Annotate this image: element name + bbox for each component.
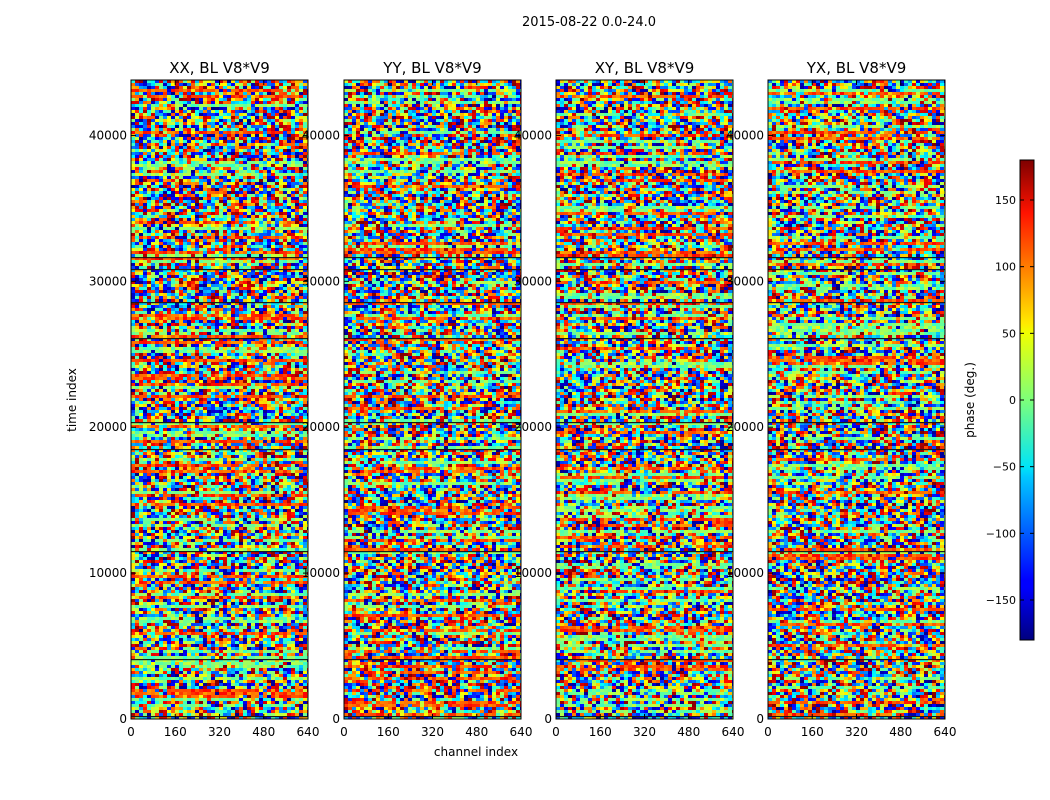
x-tick-label: 0 <box>552 725 560 739</box>
colorbar-label: phase (deg.) <box>963 362 977 438</box>
y-tick-label: 30000 <box>514 274 552 288</box>
y-tick-label: 40000 <box>302 128 340 142</box>
panel-title: XX, BL V8*V9 <box>169 59 270 77</box>
x-tick-label: 640 <box>934 725 957 739</box>
y-tick-label: 10000 <box>302 566 340 580</box>
x-tick-label: 0 <box>764 725 772 739</box>
x-tick-label: 320 <box>845 725 868 739</box>
colorbar-tick-label: 0 <box>1009 394 1016 407</box>
figure-suptitle: 2015-08-22 0.0-24.0 <box>522 15 656 30</box>
y-axis-label: time index <box>65 368 79 432</box>
x-tick-label: 160 <box>589 725 612 739</box>
panel-1: XX, BL V8*V9 0 160 320 480 640 0 10000 20000 3000… <box>89 59 320 739</box>
y-tick-label: 0 <box>756 712 764 726</box>
x-tick-label: 640 <box>297 725 320 739</box>
x-tick-label: 160 <box>801 725 824 739</box>
x-tick-label: 160 <box>164 725 187 739</box>
colorbar-tick-label: 100 <box>995 261 1016 274</box>
colorbar: −150 −100 −50 0 50 100 150 phase (deg.) <box>963 159 1035 641</box>
x-tick-label: 480 <box>465 725 488 739</box>
y-tick-label: 20000 <box>89 420 127 434</box>
panel-title: YY, BL V8*V9 <box>382 59 481 77</box>
phase-image-4 <box>768 80 945 719</box>
phase-image-1 <box>131 80 308 719</box>
colorbar-ticks: −150 −100 −50 0 50 100 150 <box>986 194 1034 607</box>
y-tick-label: 0 <box>332 712 340 726</box>
y-tick-label: 20000 <box>514 420 552 434</box>
colorbar-tick-label: −50 <box>993 461 1016 474</box>
x-tick-label: 480 <box>889 725 912 739</box>
x-tick-label: 640 <box>722 725 745 739</box>
x-tick-label: 320 <box>633 725 656 739</box>
x-tick-label: 320 <box>421 725 444 739</box>
y-tick-label: 30000 <box>302 274 340 288</box>
panel-2: YY, BL V8*V9 0 160 320 480 640 0 10000 20000 3000… <box>302 59 533 739</box>
panel-title: YX, BL V8*V9 <box>806 59 907 77</box>
y-tick-label: 0 <box>119 712 127 726</box>
x-tick-label: 0 <box>127 725 135 739</box>
y-tick-label: 10000 <box>89 566 127 580</box>
y-tick-label: 10000 <box>514 566 552 580</box>
y-tick-label: 0 <box>544 712 552 726</box>
y-tick-label: 40000 <box>726 128 764 142</box>
y-tick-label: 30000 <box>89 274 127 288</box>
panel-3: XY, BL V8*V9 0 160 320 480 640 0 10000 20000 3000… <box>514 59 745 739</box>
panel-group: XX, BL V8*V9 0 160 320 480 640 0 10000 20000 3000… <box>89 59 957 739</box>
x-axis-label: channel index <box>434 745 518 759</box>
x-tick-label: 480 <box>677 725 700 739</box>
panel-4: YX, BL V8*V9 0 160 320 480 640 0 10000 20000 3000… <box>726 59 957 739</box>
y-tick-label: 10000 <box>726 566 764 580</box>
colorbar-tick-label: −150 <box>986 594 1016 607</box>
y-tick-label: 20000 <box>726 420 764 434</box>
colorbar-tick-label: −100 <box>986 527 1016 540</box>
y-tick-label: 40000 <box>514 128 552 142</box>
colorbar-tick-label: 50 <box>1002 327 1016 340</box>
y-tick-label: 40000 <box>89 128 127 142</box>
x-tick-label: 480 <box>252 725 275 739</box>
panel-title: XY, BL V8*V9 <box>595 59 695 77</box>
y-tick-label: 20000 <box>302 420 340 434</box>
y-tick-label: 30000 <box>726 274 764 288</box>
x-tick-label: 640 <box>510 725 533 739</box>
phase-image-2 <box>344 80 521 719</box>
x-tick-label: 320 <box>208 725 231 739</box>
x-tick-label: 0 <box>340 725 348 739</box>
phase-image-3 <box>556 80 733 719</box>
x-tick-label: 160 <box>377 725 400 739</box>
colorbar-tick-label: 150 <box>995 194 1016 207</box>
